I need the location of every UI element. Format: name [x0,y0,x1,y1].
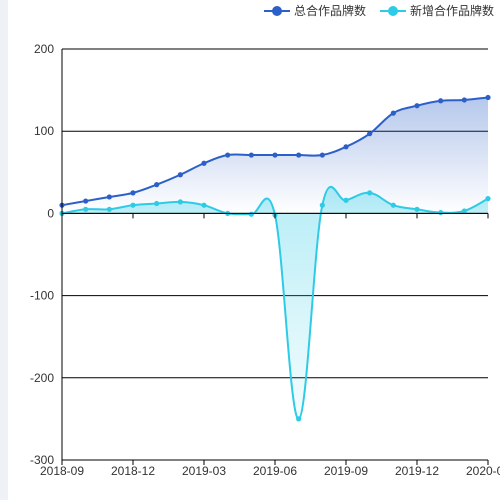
x-tick-label: 2019-09 [324,464,368,478]
series-point-1 [485,196,491,202]
series-point-0 [201,160,207,166]
legend-label-total: 总合作品牌数 [293,4,366,18]
series-point-1 [177,199,183,205]
series-point-1 [248,211,254,217]
legend-item-new-brands[interactable]: 新增合作品牌数 [379,2,494,19]
series-point-0 [106,194,112,200]
series-point-1 [461,208,467,214]
series-point-0 [225,152,231,158]
area-layer [62,97,488,419]
series-point-0 [414,103,420,109]
series-point-1 [130,202,136,208]
legend-swatch-total-icon [263,5,290,17]
series-point-0 [319,152,325,158]
series-point-1 [296,416,302,422]
series-point-1 [154,200,160,207]
series-point-0 [272,152,278,158]
series-point-1 [319,202,325,208]
y-tick-label: -200 [30,371,54,385]
series-point-1 [438,209,444,216]
y-tick-label: 200 [34,42,54,56]
y-tick-label: -300 [30,453,54,467]
x-tick-label: 2019-12 [395,464,439,478]
y-tick-label: 0 [47,206,54,220]
series-point-1 [414,206,420,212]
x-tick-label: 2018-12 [111,464,155,478]
y-tick-label: -100 [30,289,54,303]
series-point-1 [83,206,89,212]
series-point-0 [438,98,444,104]
series-point-0 [461,97,467,103]
series-point-1 [343,197,349,203]
series-line-1 [61,186,489,420]
x-tick-label: 2019-06 [253,464,297,478]
series-point-0 [390,110,396,116]
series-point-1 [390,202,396,208]
series-point-0 [177,172,183,178]
x-tick-label: 2019-03 [182,464,226,478]
series-point-0 [130,190,136,196]
y-tick-label: 100 [34,124,54,138]
legend-item-total-brands[interactable]: 总合作品牌数 [263,2,366,19]
x-tick-label: 2018-09 [40,464,84,478]
x-tick-label: 2020-03 [466,464,500,478]
series-point-0 [296,152,302,158]
series-point-0 [83,198,89,204]
legend-label-new: 新增合作品牌数 [409,4,494,18]
series-point-1 [201,202,207,208]
series-point-1 [106,206,112,212]
series-point-0 [248,152,254,158]
series-point-0 [485,94,491,101]
series-point-0 [343,144,349,150]
left-sidebar-strip [0,0,8,500]
legend-swatch-new-icon [379,5,406,17]
series-point-0 [154,182,160,188]
series-point-0 [367,131,373,137]
chart-legend: 总合作品牌数 新增合作品牌数 [263,2,494,19]
series-area-1 [62,186,488,419]
series-point-1 [367,190,373,196]
